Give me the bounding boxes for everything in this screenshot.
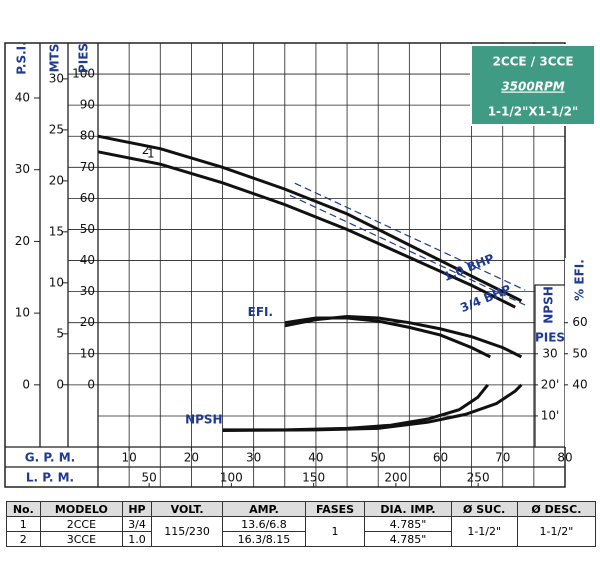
efi-tick-label: 50 [572,346,587,360]
table-cell: 3/4 [122,516,152,532]
y-axis-label: MTS [48,44,62,73]
npsh-tick-label: 10' [541,408,560,422]
efi-tick-label: 60 [572,315,587,329]
x-tick-label: 40 [308,451,323,465]
table-cell: 2CCE [39,516,124,532]
spec-table: No. MODELO HP VOLT. AMP. FASES DIA. IMP. Ø SUC.… [6,501,597,547]
y-tick-label: 90 [80,98,95,112]
table-cell: 3CCE [39,531,124,547]
table-header: No. MODELO HP VOLT. AMP. FASES DIA. IMP. Ø SUC.… [6,501,597,517]
x2-tick-label: 250 [467,471,490,485]
mts-tick-label: 25 [49,122,64,136]
efi-axis-label: % EFI. [573,259,587,301]
psi-tick-label: 40 [15,90,30,104]
psi-tick-label: 20 [15,234,30,248]
mts-tick-label: 30 [49,71,64,85]
curve [222,383,523,432]
y-tick-label: 40 [80,253,95,267]
mts-tick-label: 5 [56,326,64,340]
title-box [470,44,596,126]
curve [222,383,489,432]
table-header-cell: MODELO [39,501,124,517]
table-cell: 1-1/2" [450,516,518,547]
series-label: EFI. [248,305,273,319]
psi-tick-label: 0 [22,377,30,391]
table-header-cell: AMP. [222,501,306,517]
npsh-tick-label: 20' [541,377,560,391]
table-cell: 115/230 [150,516,224,547]
x2-tick-label: 50 [141,471,156,485]
table-cell: 2 [6,531,41,547]
table-header-cell: DIA. IMP. [364,501,452,517]
table-cell: 1-1/2" [516,516,597,547]
efi-tick-label: 40 [572,377,587,391]
x-tick-label: 10 [121,451,136,465]
chart-title: 2CCE / 3CCE [492,55,573,69]
y-tick-label: 20 [80,315,95,329]
table-body: 1 2CCE 3/4 115/230 13.6/6.8 1 4.785" 1-1/2" 1-1/… [6,516,597,547]
x-tick-label: 70 [495,451,510,465]
curve [97,150,516,309]
x2-tick-label: 100 [220,471,243,485]
series-label: 1 [147,147,155,161]
y-tick-label: 50 [80,222,95,236]
y-tick-label: 60 [80,191,95,205]
psi-tick-label: 10 [15,306,30,320]
y-axis-label: PIES [77,43,91,73]
pump-size: 1-1/2"X1-1/2" [488,105,579,119]
curve [97,134,523,303]
x-tick-label: 80 [557,451,572,465]
series-label: 1.0 BHP [441,251,496,284]
table-cell: 13.6/6.8 [222,516,306,532]
table-cell: 1.0 [122,531,152,547]
curve [284,314,523,359]
table-header-cell: FASES [304,501,366,517]
efi-panel [565,258,597,447]
y-tick-label: 70 [80,160,95,174]
x2-axis-label: L. P. M. [26,471,74,485]
x-axis-label: G. P. M. [25,451,75,465]
table-cell: 16.3/8.15 [222,531,306,547]
series-label: 3/4 BHP [458,282,513,315]
x-tick-label: 60 [433,451,448,465]
table-cell: 4.785" [364,516,452,532]
x2-tick-label: 200 [384,471,407,485]
y-tick-label: 80 [80,129,95,143]
table-header-cell: Ø DESC. [516,501,597,517]
psi-tick-label: 30 [15,162,30,176]
chart-subtitle: 3500RPM [501,80,564,94]
x-tick-label: 30 [246,451,261,465]
bhp-line [294,182,526,291]
y-tick-label: 10 [80,346,95,360]
table-header-cell: No. [6,501,41,517]
table-cell: 1 [6,516,41,532]
mts-tick-label: 0 [56,377,64,391]
table-header-cell: HP [122,501,152,517]
npsh-unit-label: PIES [535,331,565,345]
table-cell: 4.785" [364,531,452,547]
y-tick-label: 100 [72,67,95,81]
mts-tick-label: 10 [49,275,64,289]
npsh-axis-label: NPSH [542,286,556,324]
series-label: NPSH [185,412,223,426]
mts-tick-label: 15 [49,224,64,238]
table-header-cell: Ø SUC. [450,501,518,517]
npsh-tick-label: 30 [542,346,557,360]
table-row: 1 2CCE 3/4 115/230 13.6/6.8 1 4.785" 1-1/2" 1-1/… [6,516,597,547]
y-tick-label: 30 [80,284,95,298]
series-label: 2 [142,143,150,157]
x-tick-label: 50 [371,451,386,465]
x2-tick-label: 150 [302,471,325,485]
mts-tick-label: 20 [49,173,64,187]
npsh-panel [534,284,566,448]
x-tick-label: 20 [184,451,199,465]
y-axis-label: P.S.I. [15,41,29,74]
table-header-cell: VOLT. [150,501,224,517]
y-tick-label: 0 [87,377,95,391]
table-cell: 1 [304,516,366,547]
table-row: 2 3CCE 1.0 16.3/8.15 4.785" [6,531,596,547]
